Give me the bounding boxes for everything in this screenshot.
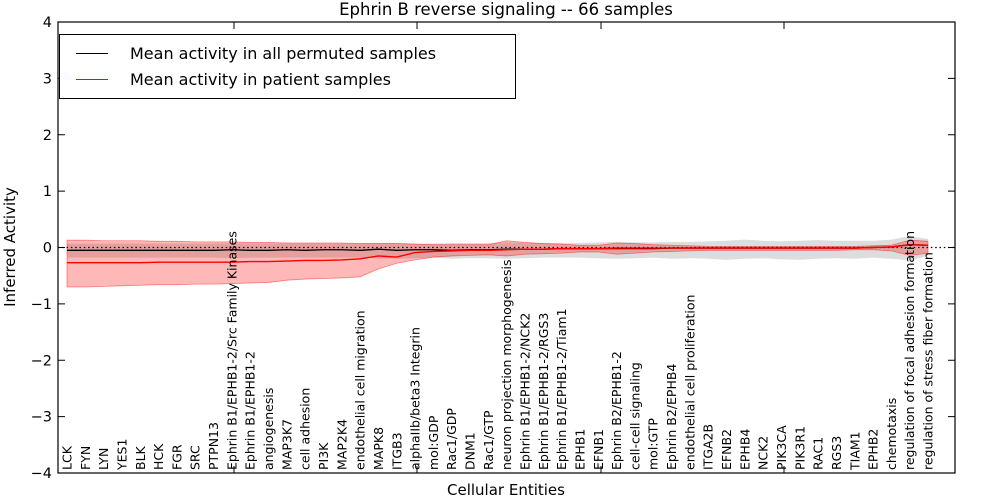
- x-category-label: Ephrin B2/EPHB1-2: [609, 351, 624, 470]
- x-category-label: mol:GTP: [646, 418, 661, 470]
- x-category-label: EPHB1: [572, 429, 587, 470]
- legend-line-permuted-icon: [76, 53, 108, 54]
- x-category-label: EFNB1: [591, 429, 606, 470]
- x-category-label: Rac1/GTP: [481, 410, 496, 470]
- x-category-label: Rac1/GDP: [444, 408, 459, 470]
- x-category-label: SRC: [188, 445, 203, 470]
- legend-label-patient: Mean activity in patient samples: [130, 70, 391, 89]
- legend-entry-permuted: Mean activity in all permuted samples: [70, 44, 505, 63]
- x-category-label: alphaIIb/beta3 Integrin: [408, 327, 423, 470]
- permuted-band: [67, 236, 929, 261]
- y-tick-label: 0: [43, 241, 52, 257]
- y-tick-label: 3: [43, 71, 52, 87]
- legend-entry-patient: Mean activity in patient samples: [70, 70, 505, 89]
- legend-label-permuted: Mean activity in all permuted samples: [130, 44, 437, 63]
- x-category-label: cell adhesion: [298, 388, 313, 470]
- x-category-label: ITGB3: [389, 432, 404, 470]
- x-category-label: EPHB4: [737, 429, 752, 470]
- y-tick-label: −3: [31, 410, 52, 426]
- x-category-label: PTPN13: [206, 422, 221, 470]
- x-category-label: LYN: [96, 448, 111, 470]
- x-category-label: chemotaxis: [884, 398, 899, 470]
- y-tick-label: −1: [31, 297, 52, 313]
- x-category-label: PI3K: [316, 442, 331, 470]
- x-category-label: BLK: [133, 445, 148, 470]
- x-category-label: TIAM1: [847, 431, 862, 471]
- x-axis-label: Cellular Entities: [447, 481, 565, 499]
- x-category-label: angiogenesis: [261, 388, 276, 470]
- x-category-label: PIK3CA: [774, 425, 789, 470]
- x-category-label: Ephrin B1/EPHB1-2/RGS3: [536, 313, 551, 470]
- x-category-label: Ephrin B1/EPHB1-2/NCK2: [518, 313, 533, 470]
- x-category-label: HCK: [151, 443, 166, 470]
- chart-title: Ephrin B reverse signaling -- 66 samples: [339, 0, 673, 19]
- x-category-label: FGR: [169, 444, 184, 470]
- x-category-label: EPHB2: [866, 429, 881, 470]
- x-category-label: mol:GDP: [426, 415, 441, 470]
- y-tick-label: 4: [43, 15, 52, 31]
- x-category-label: FYN: [78, 446, 93, 470]
- x-category-label: MAP3K7: [279, 419, 294, 470]
- x-category-label: RAC1: [811, 437, 826, 470]
- x-category-label: MAP2K4: [334, 419, 349, 470]
- x-category-label: LCK: [60, 445, 75, 470]
- x-category-label: DNM1: [463, 432, 478, 470]
- x-category-label: cell-cell signaling: [627, 362, 642, 470]
- y-tick-label: −2: [31, 353, 52, 369]
- x-category-label: Ephrin B2/EPHB4: [664, 364, 679, 470]
- x-category-label: YES1: [114, 439, 129, 471]
- y-tick-label: 2: [43, 128, 52, 144]
- x-category-label: Ephrin B1/EPHB1-2/Src Family Kinases: [224, 231, 239, 470]
- x-category-label: Ephrin B1/EPHB1-2/Tiam1: [554, 308, 569, 470]
- x-category-label: ITGA2B: [701, 424, 716, 470]
- x-category-label: MAPK8: [371, 427, 386, 470]
- y-tick-label: −4: [31, 466, 52, 482]
- y-axis-label: Inferred Activity: [1, 187, 19, 307]
- x-category-label: endothelial cell proliferation: [682, 295, 697, 470]
- patient-mean-line: [67, 243, 929, 264]
- x-category-label: EFNB2: [719, 429, 734, 470]
- patient-band: [66, 239, 929, 288]
- legend-line-patient-icon: [76, 79, 108, 80]
- x-category-label: NCK2: [756, 436, 771, 470]
- x-category-label: regulation of stress fiber formation: [921, 252, 936, 470]
- chart-layer: 4 3 2 1 0 −1 −2 −3 −4 LCK FYN LYN YES1 BLK HCK FGR SRC PT…: [31, 15, 956, 482]
- y-tick-label: 1: [43, 184, 52, 200]
- x-category-label: Ephrin B1/EPHB1-2: [243, 351, 258, 470]
- x-category-label: regulation of focal adhesion formation: [902, 231, 917, 470]
- x-category-label: RGS3: [829, 436, 844, 470]
- x-category-label: PIK3R1: [792, 426, 807, 470]
- plot-frame: [57, 21, 956, 474]
- x-category-label: endothelial cell migration: [353, 310, 368, 470]
- legend: Mean activity in all permuted samples Me…: [59, 34, 516, 99]
- x-category-label: neuron projection morphogenesis: [499, 259, 514, 470]
